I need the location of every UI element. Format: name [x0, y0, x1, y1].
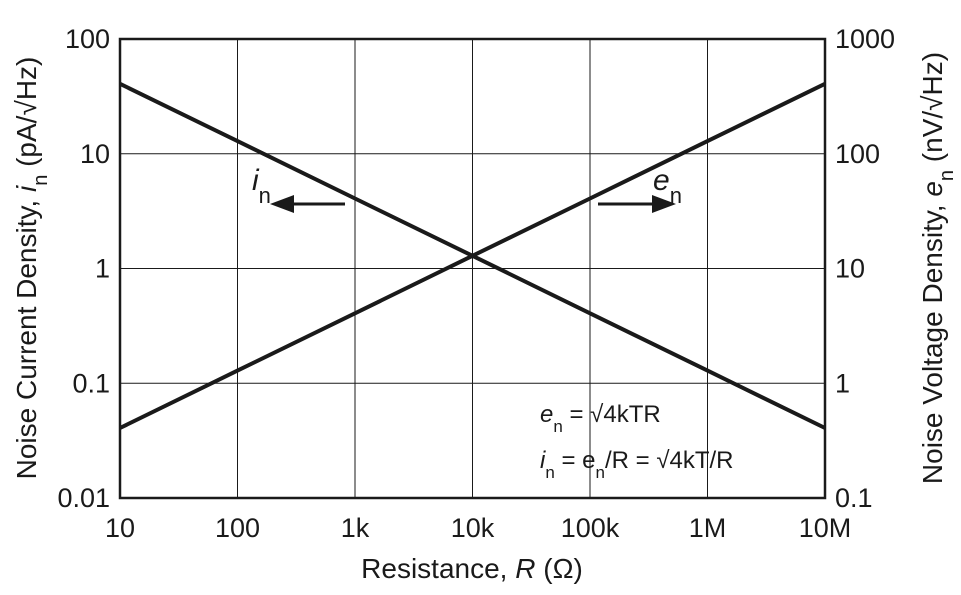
x-tick-label-4: 100k [561, 513, 620, 543]
y-left-tick-label-2: 1 [95, 254, 110, 284]
y-right-axis-title: Noise Voltage Density, en (nV/√Hz) [917, 52, 958, 484]
plot-frame [118, 37, 827, 500]
x-tick-label-0: 10 [105, 513, 135, 543]
y-left-tick-label-1: 0.1 [72, 368, 110, 398]
x-tick-label-1: 100 [215, 513, 260, 543]
grid-lines [119, 38, 826, 499]
x-tick-labels: 10 100 1k 10k 100k 1M 10M [105, 513, 851, 543]
in-arrow [270, 195, 345, 213]
y-right-tick-label-4: 1000 [835, 24, 895, 54]
y-left-axis-title: Noise Current Density, in (pA/√Hz) [11, 57, 52, 480]
x-tick-label-2: 1k [341, 513, 370, 543]
y-right-tick-label-3: 100 [835, 139, 880, 169]
x-axis-title: Resistance, R (Ω) [361, 553, 583, 584]
equation-en: en = √4kTR [540, 401, 661, 436]
y-left-tick-label-3: 10 [80, 139, 110, 169]
x-tick-label-3: 10k [451, 513, 495, 543]
en-curve-label: en [653, 164, 682, 208]
y-left-tick-label-0: 0.01 [57, 483, 110, 513]
y-left-tick-labels: 0.01 0.1 1 10 100 [57, 24, 110, 513]
en-arrow [598, 195, 676, 213]
y-right-tick-labels: 0.1 1 10 100 1000 [835, 24, 895, 513]
y-right-tick-label-2: 10 [835, 254, 865, 284]
in-curve-label: in [252, 164, 271, 208]
x-tick-label-6: 10M [799, 513, 852, 543]
y-right-tick-label-0: 0.1 [835, 483, 873, 513]
x-tick-label-5: 1M [689, 513, 727, 543]
series-lines [119, 82, 826, 430]
series-en-line [119, 82, 826, 430]
y-right-tick-label-1: 1 [835, 368, 850, 398]
equation-in: in = en/R = √4kT/R [540, 447, 734, 482]
y-left-tick-label-4: 100 [65, 24, 110, 54]
